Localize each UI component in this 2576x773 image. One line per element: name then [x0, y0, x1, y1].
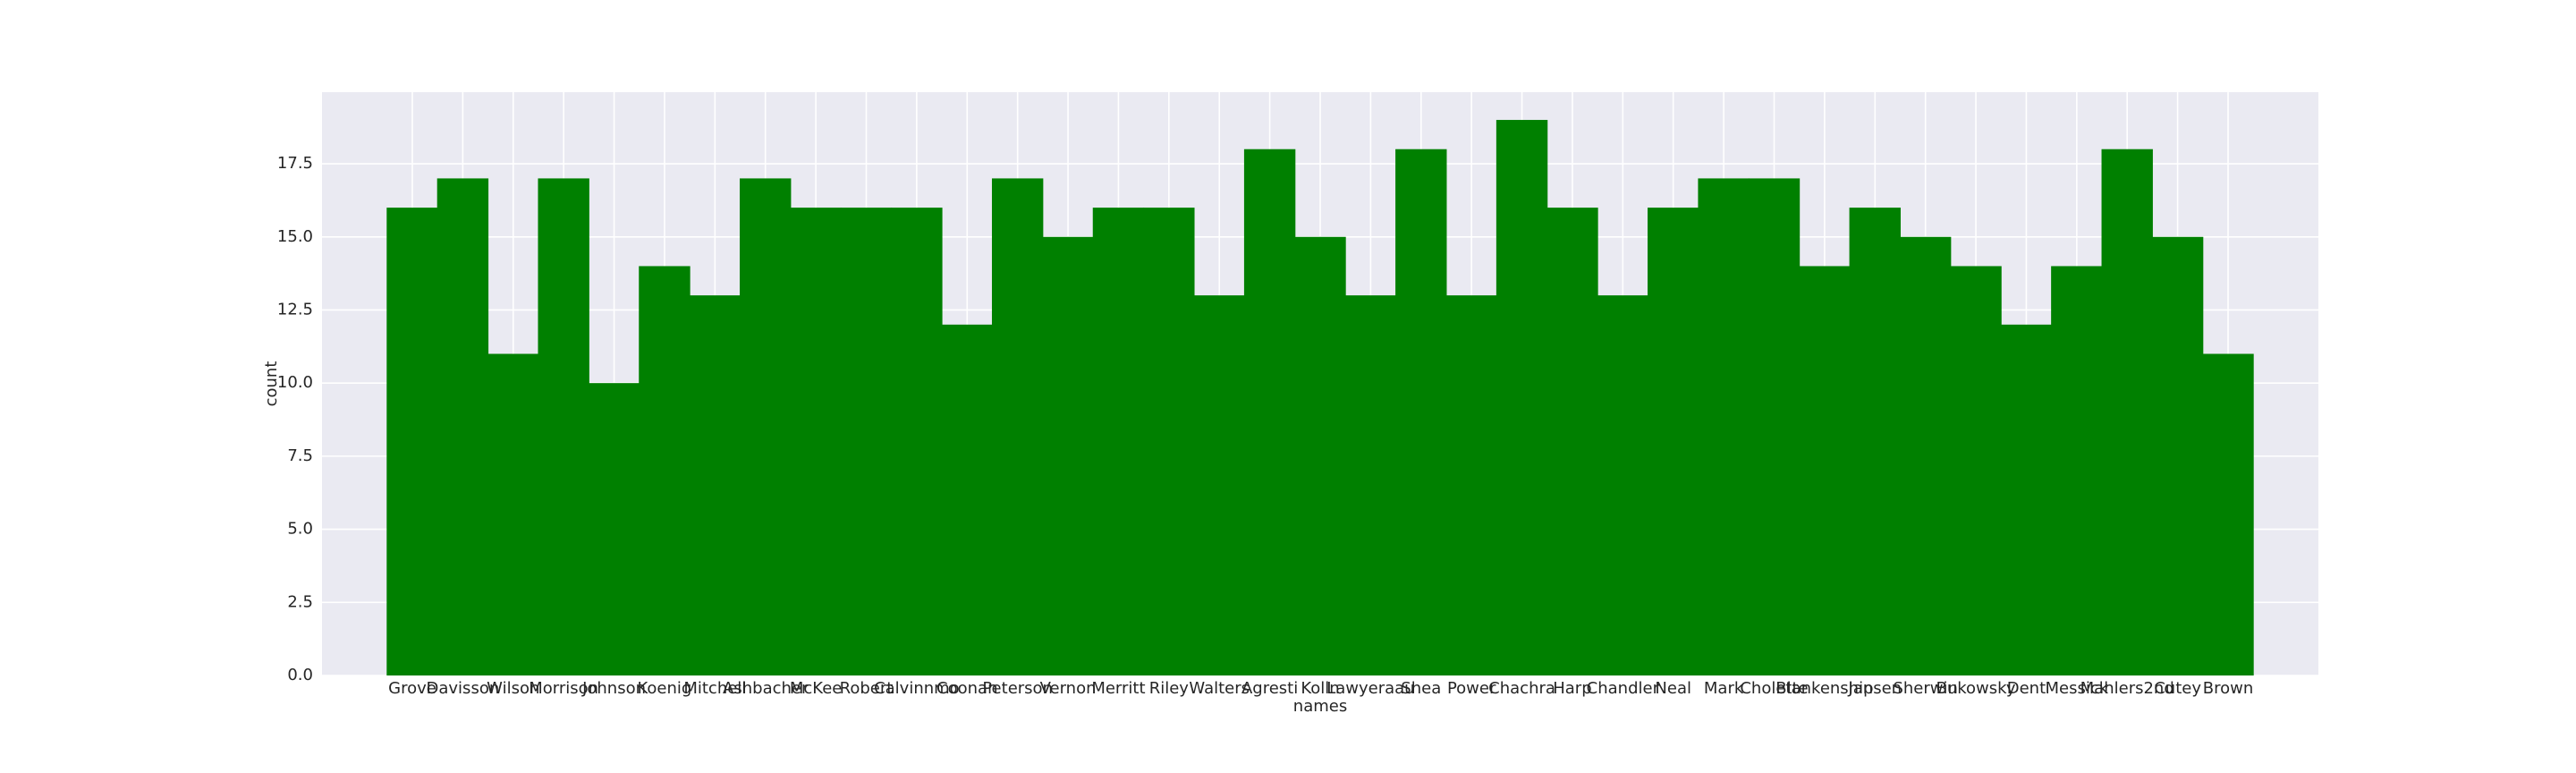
y-tick-label: 7.5: [287, 446, 313, 465]
bar: [1597, 295, 1649, 675]
bar: [1092, 208, 1145, 676]
bar: [941, 324, 993, 675]
x-tick-label: Merritt: [1091, 679, 1145, 698]
x-tick-label: Koenig: [638, 679, 692, 698]
bar: [538, 178, 589, 676]
x-tick-label: Vernon: [1040, 679, 1097, 698]
x-tick-label: Harp: [1553, 679, 1591, 698]
x-tick-label: Walters: [1189, 679, 1250, 698]
x-tick-label: Cholette: [1740, 679, 1808, 698]
bar: [790, 208, 842, 676]
bar: [840, 208, 893, 676]
x-tick-label: Wilson: [487, 679, 539, 698]
bar: [2101, 149, 2153, 676]
bar: [1799, 266, 1851, 675]
y-tick-label: 2.5: [287, 592, 313, 611]
bar: [436, 178, 489, 676]
x-tick-label: Brown: [2203, 679, 2254, 698]
bar: [588, 383, 640, 675]
x-tick-label: Chandler: [1587, 679, 1660, 698]
bar: [891, 208, 943, 676]
bar: [1395, 149, 1447, 676]
y-tick-label: 0.0: [287, 666, 313, 684]
bar: [740, 178, 792, 676]
x-tick-label: Power: [1447, 679, 1496, 698]
bar: [1042, 236, 1094, 675]
bar: [1849, 208, 1901, 676]
x-tick-label: Riley: [1149, 679, 1190, 698]
x-tick-label: Agresti: [1241, 679, 1298, 698]
x-tick-label: Messick: [2045, 679, 2108, 698]
bar: [2151, 236, 2204, 675]
x-tick-label: Sherwin: [1893, 679, 1957, 698]
bar: [1698, 178, 1750, 676]
bar: [487, 353, 539, 675]
bar: [1899, 236, 1952, 675]
x-tick-label: Peterson: [982, 679, 1053, 698]
y-tick-label: 17.5: [277, 154, 313, 173]
y-tick-label: 15.0: [277, 227, 313, 246]
x-tick-label: Shea: [1401, 679, 1441, 698]
bar: [1648, 208, 1699, 676]
bar: [1193, 295, 1245, 675]
bar: [1143, 208, 1195, 676]
x-tick-label: Davisson: [427, 679, 500, 698]
y-tick-label: 10.0: [277, 373, 313, 392]
x-tick-label: Lawyeraau: [1326, 679, 1414, 698]
bar: [2051, 266, 2103, 675]
x-tick-label: Johnson: [581, 679, 646, 698]
x-axis-label: names: [1293, 697, 1347, 716]
bar: [1344, 295, 1397, 675]
x-tick-label: Jansen: [1847, 679, 1902, 698]
bar: [1546, 208, 1598, 676]
bar: [1496, 120, 1548, 676]
bar: [1950, 266, 2002, 675]
x-tick-label: Mitchell: [683, 679, 746, 698]
x-tick-label: Bukowsky: [1936, 679, 2016, 698]
bar: [1748, 178, 1801, 676]
bar: [386, 208, 438, 676]
bar: [991, 178, 1044, 676]
bar: [1445, 295, 1497, 675]
x-tick-label: Mahlers2nd: [2080, 679, 2174, 698]
bar: [639, 266, 691, 675]
x-tick-label: Dent: [2007, 679, 2046, 698]
x-tick-label: McKee: [790, 679, 842, 698]
x-tick-label: Mark: [1704, 679, 1744, 698]
x-tick-label: Chachra: [1488, 679, 1555, 698]
x-tick-label: Coonan: [936, 679, 997, 698]
bar: [2202, 353, 2254, 675]
x-tick-label: Kolln: [1301, 679, 1339, 698]
x-tick-label: Ashbacher: [723, 679, 809, 698]
y-tick-label: 5.0: [287, 520, 313, 539]
bar: [1243, 149, 1296, 676]
bar: [689, 295, 741, 675]
bar: [2000, 324, 2053, 675]
bar: [1294, 236, 1346, 675]
x-tick-label: Cutey: [2154, 679, 2201, 698]
y-axis-label: count: [262, 361, 281, 407]
x-tick-label: Neal: [1655, 679, 1691, 698]
x-tick-label: Calvinnmo: [874, 679, 960, 698]
x-tick-label: Morrison: [529, 679, 598, 698]
x-tick-label: Grove: [388, 679, 436, 698]
x-tick-label: Blankenship: [1775, 679, 1873, 698]
y-tick-label: 12.5: [277, 300, 313, 319]
x-tick-label: Robert: [840, 679, 894, 698]
